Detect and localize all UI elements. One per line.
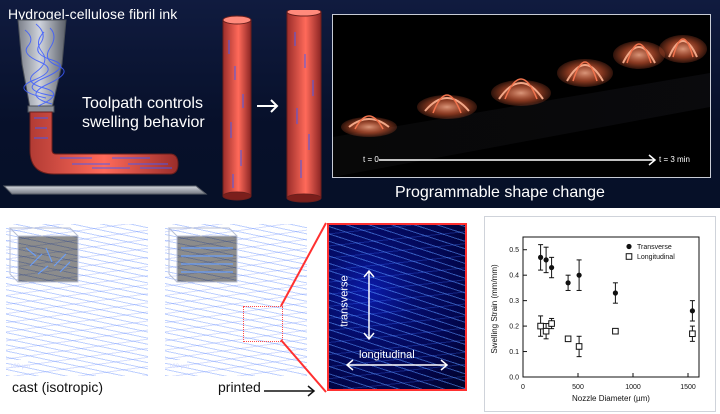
data-point-longitudinal	[689, 330, 696, 338]
y-axis-label: Swelling Strain (mm/mm)	[490, 264, 499, 354]
x-tick-label: 1500	[680, 384, 696, 391]
printed-arrow-icon	[264, 385, 316, 397]
data-point-transverse	[543, 257, 549, 263]
data-point-transverse	[612, 290, 618, 296]
flower-2	[417, 94, 477, 119]
data-point-transverse	[565, 280, 571, 286]
flower-1	[341, 115, 397, 137]
zoomed-micrograph: transverse longitudinal	[327, 223, 467, 391]
data-point-transverse	[549, 264, 555, 271]
printed-scalebar-text: 100 µm	[169, 364, 190, 370]
swelling-strain-chart: 0 500 1000 1500 0.0 0.1 0.2 0.3 0.4 0.5 Transver…	[484, 216, 716, 412]
shape-change-caption: Programmable shape change	[395, 184, 605, 201]
data-point-longitudinal	[564, 335, 572, 343]
x-axis-label: Nozzle Diameter (µm)	[572, 394, 650, 403]
data-point-longitudinal	[548, 320, 555, 327]
data-point-longitudinal	[542, 327, 550, 335]
toolpath-text: Toolpath controls swelling behavior	[82, 94, 205, 132]
cast-micrograph: 100 µm	[6, 224, 148, 376]
time-arrow	[379, 154, 657, 166]
zoom-box	[243, 306, 283, 342]
data-point-transverse	[689, 308, 695, 314]
ink-label: Hydrogel-cellulose fibril ink	[8, 6, 178, 22]
flower-3	[491, 78, 551, 106]
time-start-label: t = 0	[363, 155, 379, 164]
shape-change-sequence	[333, 35, 710, 177]
flower-6	[659, 35, 707, 63]
fiber-swelling-illustration	[222, 10, 322, 203]
y-tick-label: 0.4	[509, 273, 519, 280]
shape-change-panel: t = 0 t = 3 min	[332, 14, 711, 178]
y-tick-label: 0.5	[509, 247, 519, 254]
swelling-arrow	[257, 99, 279, 113]
data-point-transverse	[538, 254, 544, 260]
chart-svg: 0 500 1000 1500 0.0 0.1 0.2 0.3 0.4 0.5 Transver…	[490, 236, 700, 403]
x-tick-label: 0	[521, 384, 525, 391]
printed-caption: printed	[218, 379, 261, 395]
legend: Transverse Longitudinal	[625, 243, 675, 261]
cast-3d-inset	[8, 227, 79, 283]
plot-area	[522, 236, 700, 378]
y-tick-label: 0.0	[509, 375, 519, 382]
y-tick-label: 0.1	[509, 349, 519, 356]
x-tick-label: 500	[572, 384, 584, 391]
y-tick-label: 0.3	[509, 298, 519, 305]
data-point-longitudinal	[612, 327, 619, 335]
y-ticks: 0.0 0.1 0.2 0.3 0.4 0.5	[509, 247, 527, 382]
cast-scalebar-text: 100 µm	[10, 364, 31, 370]
data-point-longitudinal	[575, 343, 583, 350]
direction-arrows	[345, 269, 449, 371]
toolpath-line-1: Toolpath controls	[82, 95, 203, 112]
printer-nozzle-illustration	[2, 19, 208, 195]
legend-marker-transverse	[626, 243, 632, 250]
data-point-transverse	[576, 272, 582, 278]
x-tick-label: 1000	[625, 384, 641, 391]
cast-caption: cast (isotropic)	[12, 379, 104, 395]
legend-label: Transverse	[637, 244, 672, 251]
data-point-longitudinal	[537, 322, 544, 330]
longitudinal-label: longitudinal	[359, 349, 415, 361]
time-end-label: t = 3 min	[659, 155, 690, 164]
toolpath-line-2: swelling behavior	[82, 114, 205, 131]
chart-points	[537, 244, 696, 358]
printed-3d-inset	[167, 227, 238, 283]
printed-scalebar	[169, 360, 187, 362]
legend-label: Longitudinal	[637, 254, 675, 261]
y-tick-label: 0.2	[509, 324, 519, 331]
flower-4	[557, 59, 613, 87]
x-ticks: 0 500 1000 1500	[521, 373, 696, 391]
transverse-label: transverse	[338, 275, 351, 327]
flower-5	[613, 41, 665, 69]
cast-scalebar	[10, 360, 28, 362]
legend-marker-longitudinal	[625, 253, 633, 260]
